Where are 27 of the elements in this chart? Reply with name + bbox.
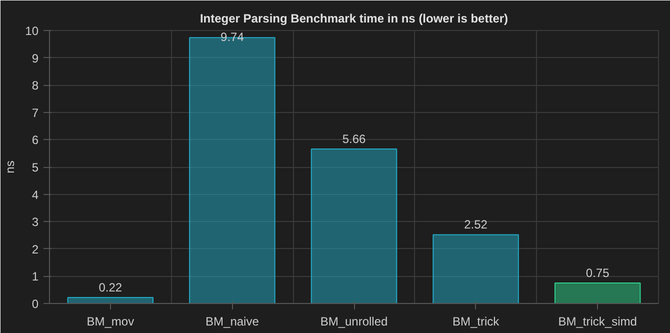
y-tick-label: 8 xyxy=(32,78,39,93)
x-tick-label: BM_mov xyxy=(86,314,134,328)
x-tick-label: BM_naive xyxy=(206,314,260,328)
x-tick-label: BM_unrolled xyxy=(320,314,388,328)
data-label: 0.22 xyxy=(98,280,122,294)
y-tick-label: 4 xyxy=(32,188,39,202)
x-tick-label: BM_trick xyxy=(452,314,500,328)
data-label: 5.66 xyxy=(342,132,366,146)
x-tick-label: BM_trick_simd xyxy=(558,314,637,328)
bar xyxy=(432,234,519,304)
bar xyxy=(554,282,641,304)
bar xyxy=(67,296,154,304)
y-axis-title: ns xyxy=(3,160,18,174)
data-label: 0.75 xyxy=(586,266,610,280)
data-label: 9.74 xyxy=(220,30,244,44)
chart-title: Integer Parsing Benchmark time in ns (lower is better) xyxy=(200,12,508,26)
y-tick-label: 2 xyxy=(32,242,39,256)
y-tick-label: 5 xyxy=(32,160,39,174)
y-tick-label: 7 xyxy=(32,106,39,120)
y-tick-label: 9 xyxy=(32,51,39,66)
bar xyxy=(310,148,398,304)
y-tick-label: 0 xyxy=(32,297,39,311)
y-tick-label: 1 xyxy=(32,270,39,284)
y-tick-label: 10 xyxy=(25,24,39,38)
data-label: 2.52 xyxy=(464,218,488,232)
y-tick-label: 3 xyxy=(32,215,39,230)
y-tick-label: 6 xyxy=(32,133,39,148)
